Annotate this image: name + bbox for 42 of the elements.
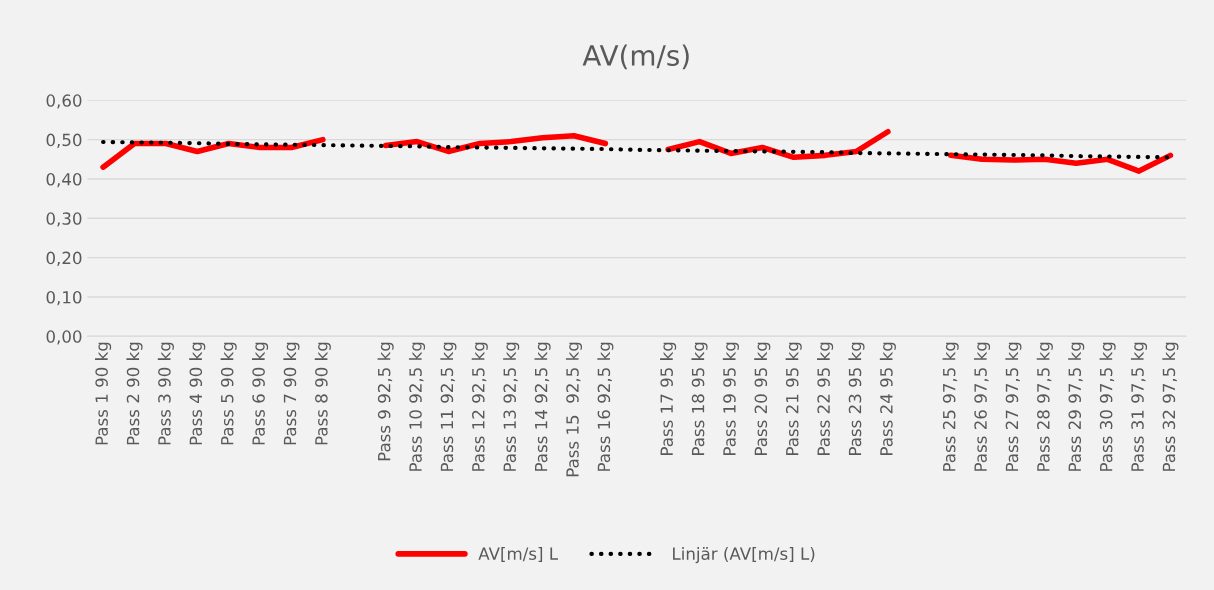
x-tick-label: Pass 7 90 kg (283, 342, 300, 445)
x-tick-label: Pass 25 97,5 kg (942, 342, 959, 471)
x-tick-label: Pass 31 97,5 kg (1130, 342, 1148, 471)
y-tick-label: 0,20 (46, 251, 82, 266)
x-tick-label: Pass 22 95 kg (817, 342, 834, 455)
x-tick-label: Pass 23 95 kg (848, 342, 865, 455)
x-tick-label: Pass 8 90 kg (314, 342, 331, 445)
x-tick-label: Pass 9 92,5 kg (377, 342, 394, 461)
x-tick-label: Pass 28 97,5 kg (1036, 342, 1053, 471)
y-tick-label: 0,30 (46, 212, 82, 227)
y-tick-label: 0,50 (46, 133, 82, 148)
x-tick-label: Pass 16 92,5 kg (597, 342, 614, 471)
x-tick-label: Pass 18 95 kg (691, 342, 708, 455)
x-tick-label: Pass 5 90 kg (220, 342, 237, 445)
x-tick-label: Pass 10 92,5 kg (408, 342, 426, 471)
x-tick-label: Pass 2 90 kg (126, 342, 143, 445)
x-tick-label: Pass 14 92,5 kg (534, 342, 551, 471)
y-tick-label: 0,60 (46, 94, 82, 109)
y-tick-label: 0,10 (46, 290, 82, 306)
x-tick-label: Pass 4 90 kg (189, 342, 206, 445)
x-tick-label: Pass 6 90 kg (251, 342, 269, 445)
x-tick-label: Pass 17 95 kg (660, 342, 677, 455)
x-tick-label: Pass 1 90 kg (95, 342, 112, 445)
x-tick-label: Pass 26 97,5 kg (973, 342, 991, 471)
x-tick-label: Pass 21 95 kg (785, 342, 802, 455)
x-tick-label: Pass 30 97,5 kg (1099, 342, 1116, 471)
x-tick-label: Pass 24 95 kg (879, 342, 896, 455)
legend-label: AV[m/s] L (478, 547, 559, 562)
x-tick-label: Pass 12 92,5 kg (471, 342, 488, 471)
x-tick-label: Pass 20 95 kg (754, 342, 771, 455)
x-tick-label: Pass 27 97,5 kg (1005, 342, 1022, 471)
y-tick-label: 0,40 (46, 172, 82, 188)
y-tick-label: 0,00 (46, 330, 82, 345)
x-tick-label: Pass 29 97,5 kg (1068, 342, 1085, 471)
x-tick-label: Pass 11 92,5 kg (440, 342, 457, 471)
x-tick-label: Pass 3 90 kg (157, 342, 174, 445)
x-tick-label: Pass 19 95 kg (722, 342, 739, 455)
x-tick-label: Pass 13 92,5 kg (503, 342, 520, 471)
legend-label: Linjär (AV[m/s] L) (673, 547, 815, 564)
chart-title: AV(m/s) (582, 44, 689, 70)
x-tick-label: Pass 15 92,5 kg (565, 342, 583, 477)
x-tick-label: Pass 32 97,5 kg (1162, 342, 1179, 471)
